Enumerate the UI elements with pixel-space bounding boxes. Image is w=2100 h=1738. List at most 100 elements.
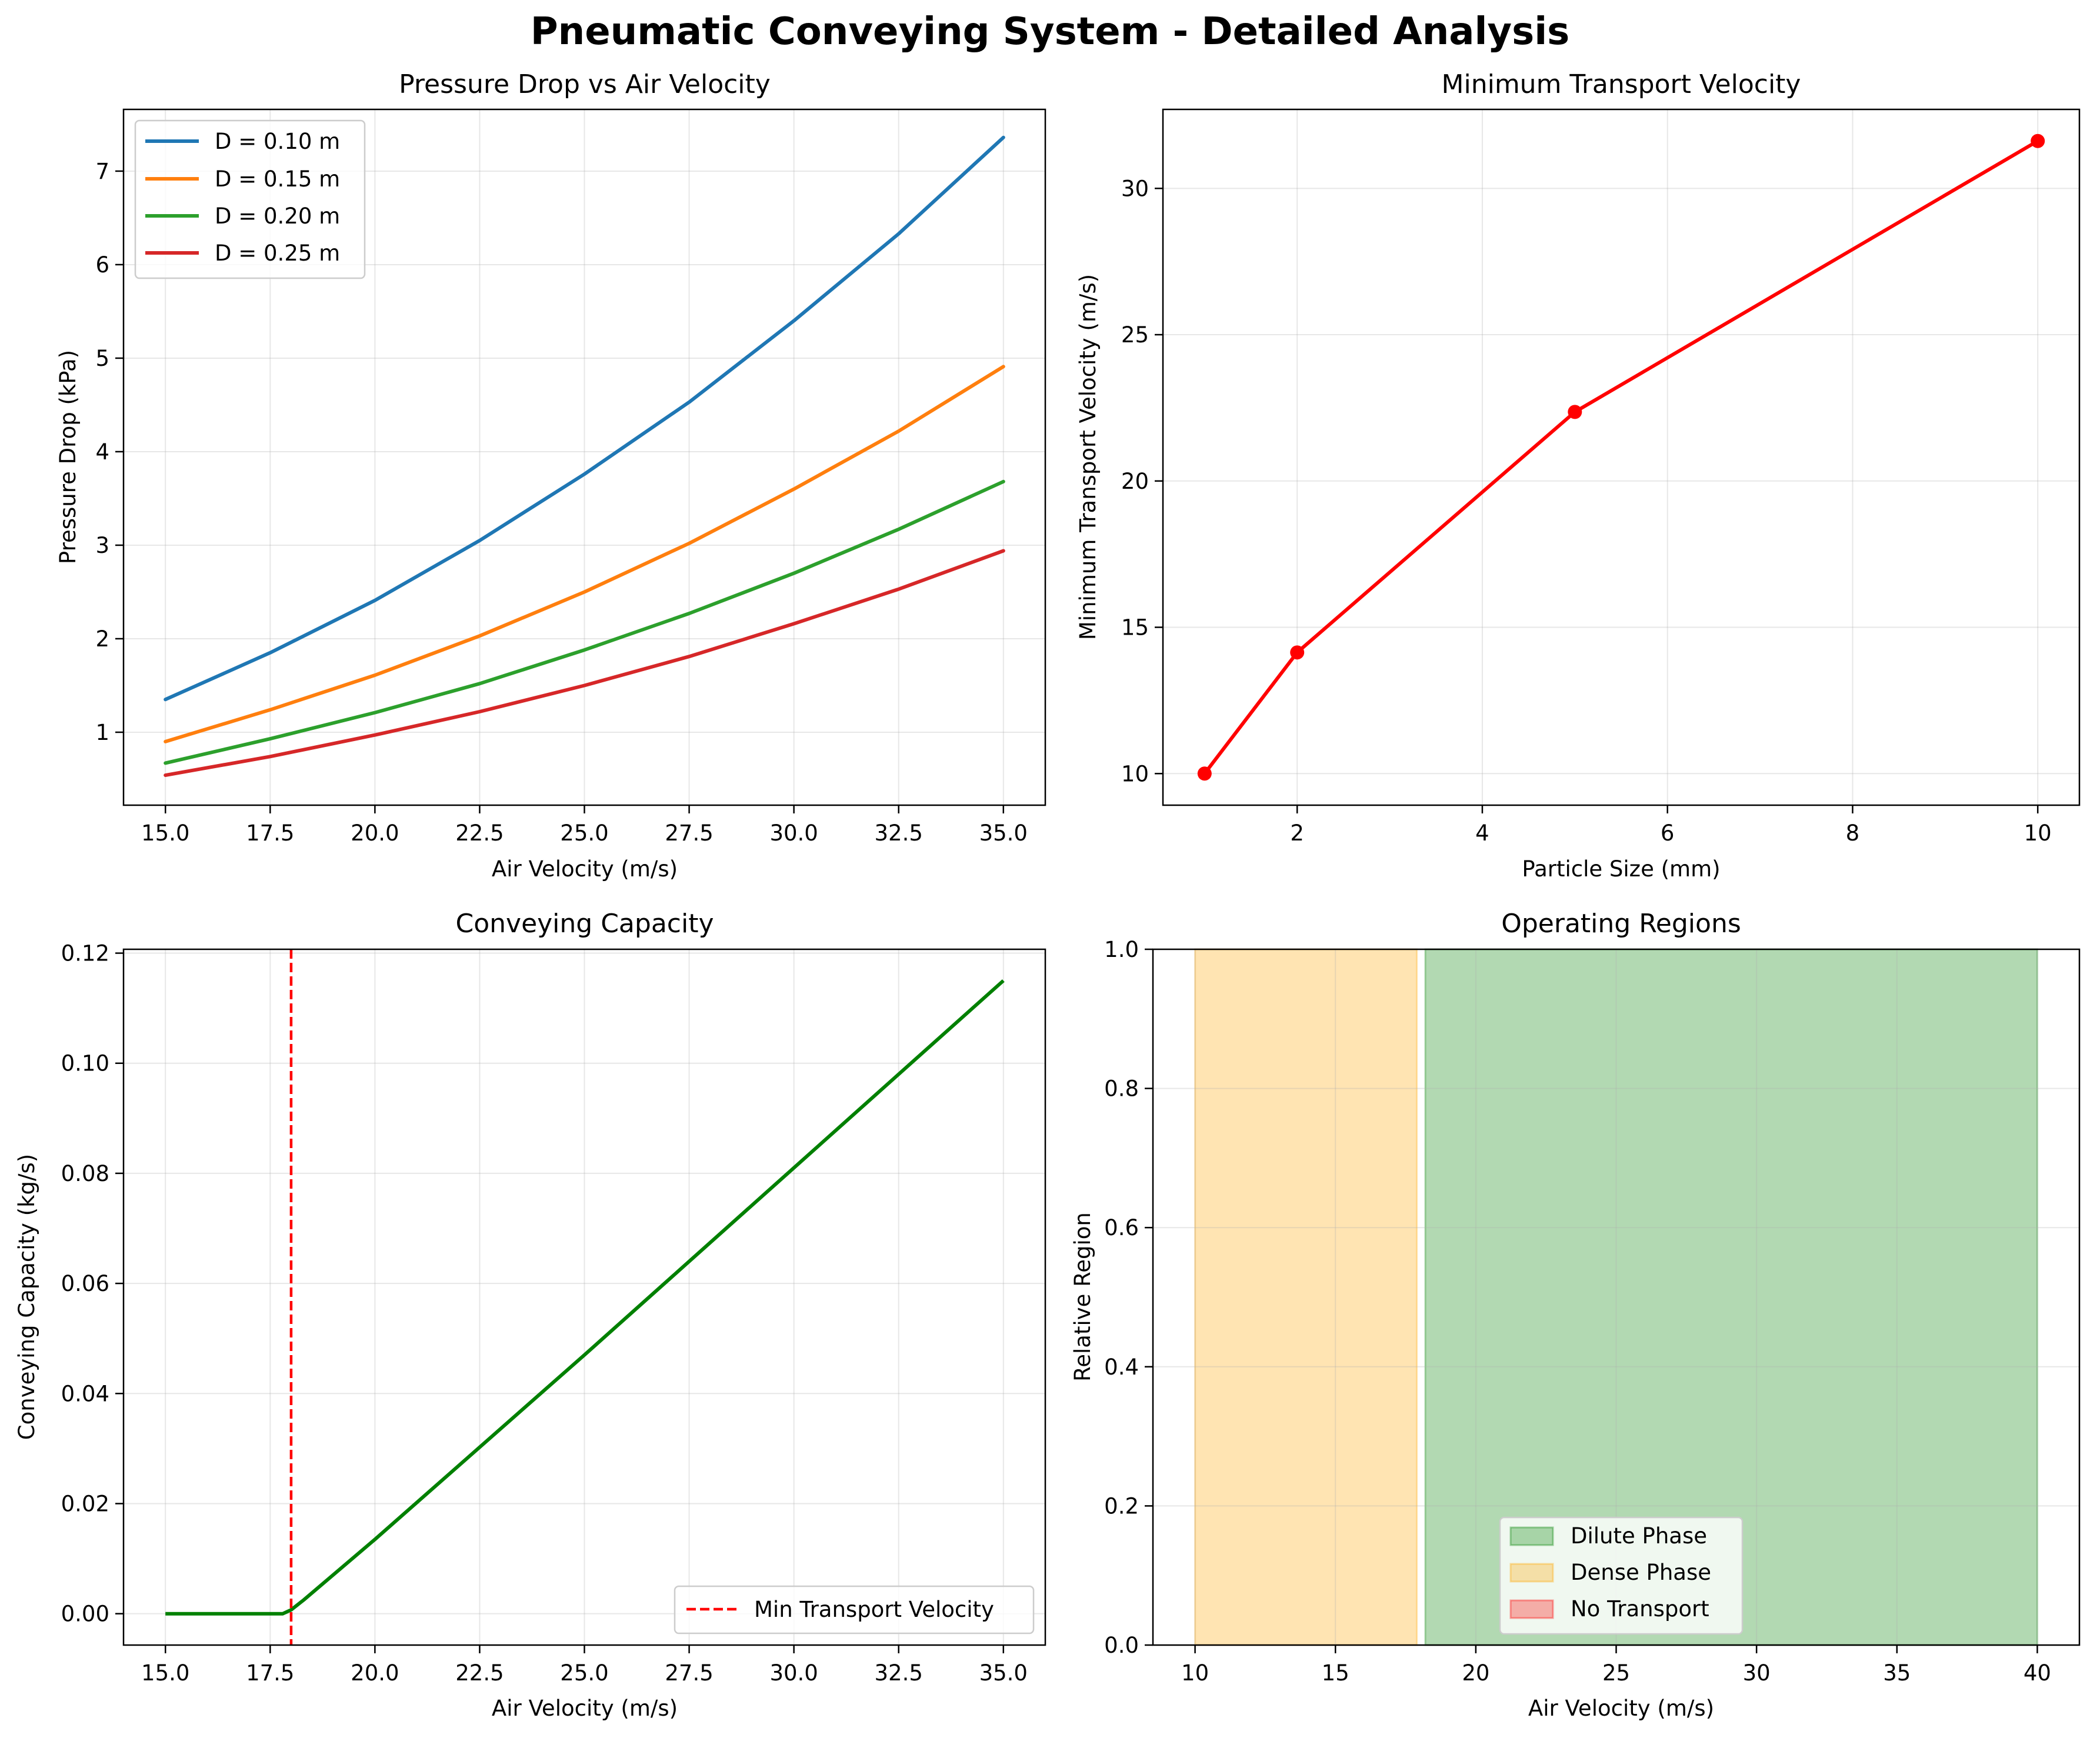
operating-regions-title: Operating Regions xyxy=(1501,909,1741,939)
legend-label-d015: D = 0.15 m xyxy=(215,166,340,192)
pressure-drop-grid xyxy=(124,109,1045,805)
operating-regions-y-tick-label-5: 1.0 xyxy=(1104,937,1139,962)
operating-regions-y-tick-label-2: 0.4 xyxy=(1104,1355,1139,1380)
conveying-capacity-x-tick-label-1: 17.5 xyxy=(246,1660,294,1686)
pressure-drop-x-tick-label-5: 27.5 xyxy=(665,820,713,846)
conveying-capacity-y-tick-label-5: 0.10 xyxy=(61,1051,109,1076)
min-transport-velocity-x-tick-label-0: 2 xyxy=(1290,820,1304,846)
min-transport-velocity-grid xyxy=(1163,109,2079,805)
operating-regions-x-tick-label-1: 15 xyxy=(1322,1660,1349,1686)
pressure-drop-title: Pressure Drop vs Air Velocity xyxy=(399,69,771,99)
pressure-drop-x-ticks: 15.0 17.5 20.0 22.5 25.0 27.5 30.0 32.5 35.0 xyxy=(141,805,1028,846)
min-transport-velocity-axes-frame xyxy=(1162,108,2081,806)
legend-swatch-dilute xyxy=(1509,1526,1554,1546)
pressure-drop-ylabel: Pressure Drop (kPa) xyxy=(55,350,81,564)
operating-regions-x-ticks: 10 15 20 25 30 35 40 xyxy=(1181,1645,2051,1686)
min-transport-velocity-panel: Minimum Transport Velocity 2 4 6 8 10 10 15 20… xyxy=(1075,69,2081,882)
conveying-capacity-x-tick-label-4: 25.0 xyxy=(560,1660,608,1686)
operating-region-dense-phase xyxy=(1194,948,1418,1646)
conveying-capacity-y-ticks: 0.00 0.02 0.04 0.06 0.08 0.10 0.12 xyxy=(61,941,124,1627)
conveying-capacity-x-tick-label-5: 27.5 xyxy=(665,1660,713,1686)
pressure-drop-series xyxy=(164,135,1005,778)
conveying-capacity-x-tick-label-3: 22.5 xyxy=(455,1660,504,1686)
conveying-capacity-x-tick-label-2: 20.0 xyxy=(351,1660,399,1686)
pressure-drop-x-tick-label-3: 22.5 xyxy=(455,820,504,846)
operating-regions-y-tick-label-3: 0.6 xyxy=(1104,1215,1139,1240)
pressure-drop-y-tick-label-3: 4 xyxy=(95,439,109,465)
pressure-drop-x-tick-label-7: 32.5 xyxy=(875,820,923,846)
min-transport-velocity-point-1 xyxy=(1290,645,1305,660)
pressure-drop-x-tick-label-2: 20.0 xyxy=(351,820,399,846)
min-transport-velocity-point-2 xyxy=(1568,405,1582,419)
conveying-capacity-ylabel: Conveying Capacity (kg/s) xyxy=(14,1154,39,1440)
pressure-drop-xlabel: Air Velocity (m/s) xyxy=(492,856,678,882)
pressure-drop-x-tick-label-1: 17.5 xyxy=(246,820,294,846)
min-transport-velocity-point-0 xyxy=(1197,766,1212,781)
pressure-drop-legend-box xyxy=(134,119,366,279)
pressure-drop-line-0 xyxy=(164,135,1005,702)
min-transport-velocity-y-tick-label-0: 10 xyxy=(1121,761,1149,786)
conveying-capacity-line xyxy=(165,979,1005,1616)
operating-regions-y-tick-label-0: 0.0 xyxy=(1104,1633,1139,1658)
min-transport-velocity-line xyxy=(1203,139,2039,775)
pressure-drop-line-1 xyxy=(164,365,1005,743)
legend-label-min-transport: Min Transport Velocity xyxy=(754,1597,994,1622)
min-transport-velocity-y-tick-label-2: 20 xyxy=(1121,469,1149,494)
legend-label-d020: D = 0.20 m xyxy=(215,204,340,229)
conveying-capacity-x-ticks: 15.0 17.5 20.0 22.5 25.0 27.5 30.0 32.5 35.0 xyxy=(141,1645,1028,1686)
operating-regions-y-tick-label-4: 0.8 xyxy=(1104,1076,1139,1102)
conveying-capacity-y-tick-label-1: 0.02 xyxy=(61,1491,109,1516)
conveying-capacity-xlabel: Air Velocity (m/s) xyxy=(492,1696,678,1721)
legend-label-d025: D = 0.25 m xyxy=(215,241,340,266)
min-transport-velocity-y-tick-label-4: 30 xyxy=(1121,176,1149,201)
min-transport-velocity-x-tick-label-2: 6 xyxy=(1661,820,1675,846)
operating-regions-panel: Operating Regions 10 15 20 25 30 35 40 0.00.20… xyxy=(1070,909,2081,1721)
operating-regions-x-tick-label-2: 20 xyxy=(1462,1660,1489,1686)
operating-regions-xlabel: Air Velocity (m/s) xyxy=(1528,1696,1714,1721)
operating-regions-x-tick-label-3: 25 xyxy=(1602,1660,1630,1686)
pressure-drop-x-tick-label-8: 35.0 xyxy=(979,820,1028,846)
min-transport-velocity-series xyxy=(1197,134,2045,781)
legend-swatch-dense xyxy=(1509,1563,1554,1583)
legend-label-no-transport: No Transport xyxy=(1571,1596,1709,1622)
conveying-capacity-legend-box xyxy=(674,1585,1035,1634)
pressure-drop-panel: Pressure Drop vs Air Velocity 15.0 17.5 20… xyxy=(55,69,1046,882)
min-transport-velocity-x-tick-label-4: 10 xyxy=(2024,820,2052,846)
conveying-capacity-legend: Min Transport Velocity xyxy=(674,1585,1035,1634)
pressure-drop-x-tick-label-0: 15.0 xyxy=(141,820,189,846)
min-transport-velocity-ylabel: Minimum Transport Velocity (m/s) xyxy=(1075,274,1101,640)
conveying-capacity-title: Conveying Capacity xyxy=(456,909,714,939)
operating-regions-legend: Dilute Phase Dense Phase No Transport xyxy=(1499,1516,1744,1635)
legend-swatch-no-transport xyxy=(1509,1599,1554,1619)
conveying-capacity-y-tick-label-0: 0.00 xyxy=(61,1602,109,1627)
conveying-capacity-x-tick-label-0: 15.0 xyxy=(141,1660,189,1686)
operating-regions-legend-box xyxy=(1499,1516,1744,1635)
min-transport-velocity-point-3 xyxy=(2031,134,2045,148)
legend-label-dense: Dense Phase xyxy=(1571,1560,1711,1585)
pressure-drop-x-tick-label-4: 25.0 xyxy=(560,820,608,846)
min-transport-velocity-x-tick-label-3: 8 xyxy=(1846,820,1860,846)
conveying-capacity-x-tick-label-7: 32.5 xyxy=(875,1660,923,1686)
operating-regions-x-tick-label-4: 30 xyxy=(1743,1660,1771,1686)
pressure-drop-y-tick-label-5: 6 xyxy=(95,252,109,278)
conveying-capacity-panel: Conveying Capacity 15.0 17.5 20.0 22.5 25.0 2… xyxy=(14,909,1046,1721)
figure-suptitle: Pneumatic Conveying System - Detailed An… xyxy=(531,10,1569,54)
operating-regions-y-tick-label-1: 0.2 xyxy=(1104,1493,1139,1519)
operating-regions-y-ticks: 0.0 0.2 0.4 0.6 0.8 1.0 xyxy=(1104,937,1153,1658)
legend-label-dilute: Dilute Phase xyxy=(1571,1523,1707,1549)
legend-label-d010: D = 0.10 m xyxy=(215,129,340,154)
pressure-drop-y-ticks: 1 2 3 4 5 6 7 xyxy=(95,159,124,745)
pressure-drop-y-tick-label-1: 2 xyxy=(95,626,109,652)
pressure-drop-legend: D = 0.10 m D = 0.15 m D = 0.20 m D = 0.2… xyxy=(134,119,366,279)
pressure-drop-y-tick-label-4: 5 xyxy=(95,346,109,371)
operating-regions-x-tick-label-5: 35 xyxy=(1883,1660,1911,1686)
min-transport-velocity-x-tick-label-1: 4 xyxy=(1475,820,1489,846)
conveying-capacity-x-tick-label-6: 30.0 xyxy=(769,1660,818,1686)
conveying-capacity-y-tick-label-4: 0.08 xyxy=(61,1161,109,1186)
pressure-drop-line-3 xyxy=(164,549,1005,778)
operating-regions-ylabel: Relative Region xyxy=(1070,1212,1095,1382)
pressure-drop-x-tick-label-6: 30.0 xyxy=(769,820,818,846)
pressure-drop-line-2 xyxy=(164,479,1005,765)
min-transport-velocity-x-ticks: 2 4 6 8 10 xyxy=(1290,805,2052,846)
